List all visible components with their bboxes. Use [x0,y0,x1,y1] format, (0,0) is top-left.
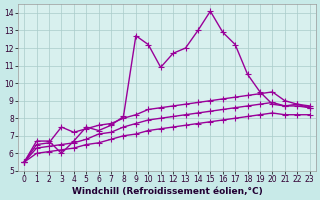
X-axis label: Windchill (Refroidissement éolien,°C): Windchill (Refroidissement éolien,°C) [72,187,262,196]
